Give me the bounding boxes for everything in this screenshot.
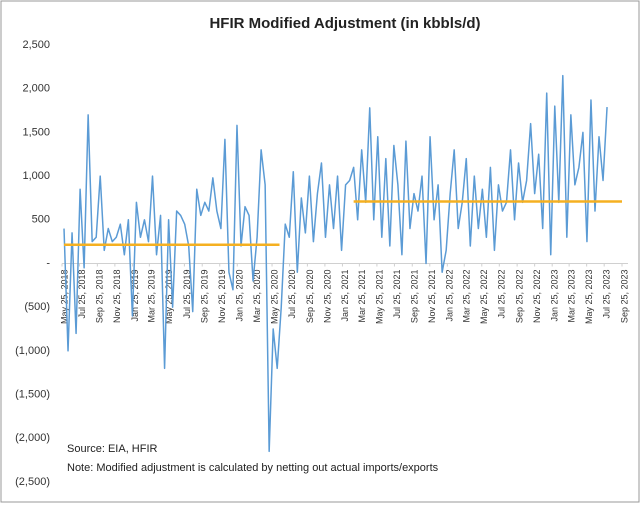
y-tick-label: 2,500: [22, 39, 50, 51]
x-tick-label: Jul 25, 2019: [182, 270, 192, 319]
y-tick-label: (1,000): [15, 345, 50, 357]
x-tick-label: Jul 25, 2018: [77, 270, 87, 319]
x-tick-label: Sep 25, 2019: [200, 270, 210, 324]
x-tick-label: Jan 25, 2020: [235, 270, 245, 322]
x-tick-label: Sep 25, 2020: [305, 270, 315, 324]
data-line: [63, 74, 608, 453]
y-tick-label: -: [46, 257, 50, 269]
y-tick-label: (2,000): [15, 432, 50, 444]
x-tick-label: Mar 25, 2022: [462, 270, 472, 323]
y-tick-label: (1,500): [15, 389, 50, 401]
x-tick-label: May 25, 2022: [479, 270, 489, 325]
y-tick-label: (2,500): [15, 476, 50, 488]
x-tick-label: Mar 25, 2020: [252, 270, 262, 323]
x-tick-label: Jan 25, 2023: [550, 270, 560, 322]
x-tick-label: May 25, 2020: [269, 270, 279, 325]
x-tick-label: Sep 25, 2022: [515, 270, 525, 324]
x-tick-label: Nov 25, 2019: [217, 270, 227, 324]
x-tick-label: Sep 25, 2021: [410, 270, 420, 324]
x-tick-label: Jan 25, 2022: [445, 270, 455, 322]
x-tick-label: Jul 25, 2023: [602, 270, 612, 319]
y-tick-label: 1,000: [22, 170, 50, 182]
x-tick-label: Jul 25, 2020: [287, 270, 297, 319]
chart-title: HFIR Modified Adjustment (in kbbls/d): [209, 15, 480, 32]
y-tick-label: 2,000: [22, 83, 50, 95]
y-tick-label: 500: [32, 214, 50, 226]
x-tick-label: Nov 25, 2020: [322, 270, 332, 324]
y-tick-label: 1,500: [22, 126, 50, 138]
x-tick-label: Jan 25, 2019: [130, 270, 140, 322]
x-tick-label: May 25, 2019: [164, 270, 174, 325]
x-tick-label: Mar 25, 2019: [147, 270, 157, 323]
x-tick-label: Nov 25, 2018: [112, 270, 122, 324]
x-tick-label: May 25, 2023: [584, 270, 594, 325]
x-tick-label: Sep 25, 2018: [95, 270, 105, 324]
x-tick-label: Sep 25, 2023: [619, 270, 629, 324]
x-tick-label: May 25, 2021: [374, 270, 384, 325]
x-tick-label: Jan 25, 2021: [340, 270, 350, 322]
x-tick-label: Jul 25, 2022: [497, 269, 507, 318]
x-tick-label: Mar 25, 2021: [357, 270, 367, 323]
x-tick-label: Jul 25, 2021: [392, 270, 402, 319]
x-tick-label: Nov 25, 2022: [532, 270, 542, 324]
x-tick-label: May 25, 2018: [59, 270, 69, 325]
y-tick-label: (500): [24, 301, 50, 313]
x-tick-label: Mar 25, 2023: [567, 270, 577, 323]
x-tick-label: Nov 25, 2021: [427, 270, 437, 324]
source-note: Source: EIA, HFIR: [67, 443, 158, 455]
method-note: Note: Modified adjustment is calculated …: [67, 462, 439, 474]
